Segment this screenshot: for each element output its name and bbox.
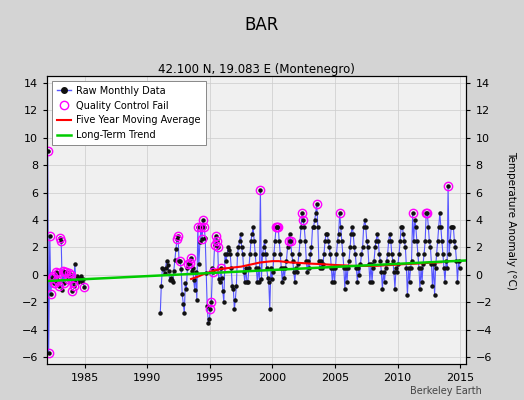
Text: BAR: BAR: [245, 16, 279, 34]
Text: Berkeley Earth: Berkeley Earth: [410, 386, 482, 396]
Y-axis label: Temperature Anomaly (°C): Temperature Anomaly (°C): [506, 150, 516, 290]
Legend: Raw Monthly Data, Quality Control Fail, Five Year Moving Average, Long-Term Tren: Raw Monthly Data, Quality Control Fail, …: [52, 81, 206, 145]
Title: 42.100 N, 19.083 E (Montenegro): 42.100 N, 19.083 E (Montenegro): [158, 63, 355, 76]
